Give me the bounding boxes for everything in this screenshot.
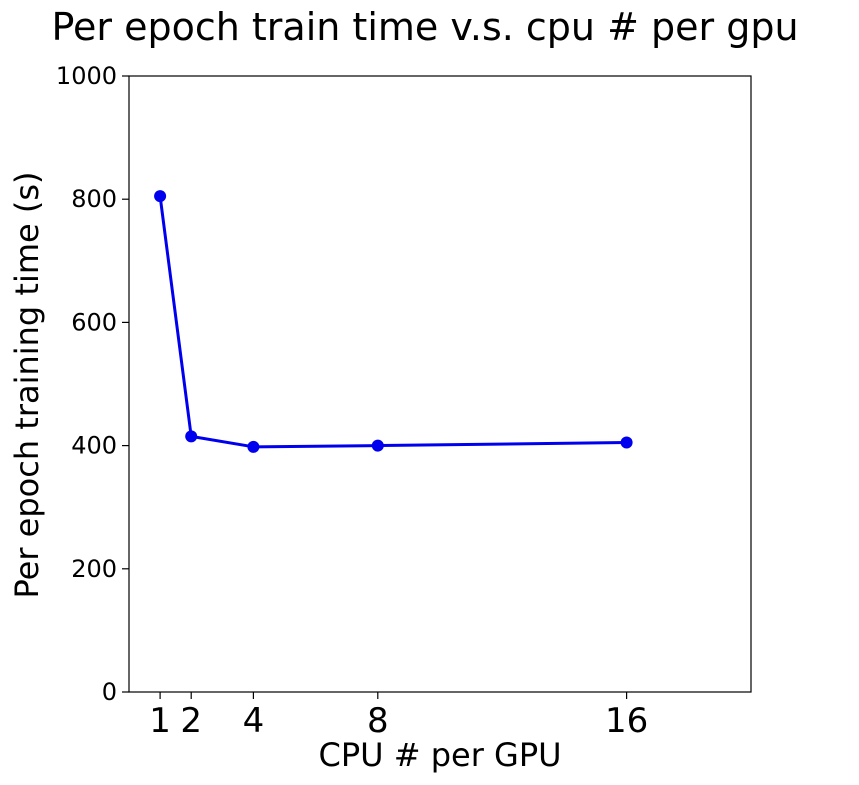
chart-title: Per epoch train time v.s. cpu # per gpu [51,5,798,49]
plot-frame [128,75,752,693]
x-tick-label: 16 [605,701,648,741]
data-point [620,436,633,449]
x-axis-label: CPU # per GPU [318,736,561,774]
y-tick-label: 400 [71,432,117,460]
data-point [371,439,384,452]
x-tick-label: 8 [367,701,389,741]
data-point [247,440,260,453]
x-tick-label: 1 [149,701,171,741]
y-tick-label: 1000 [56,62,117,90]
x-tick-label: 4 [243,701,265,741]
y-axis-label: Per epoch training time (s) [8,171,46,598]
y-tick-label: 600 [71,308,117,336]
data-point [154,190,167,203]
series-line [158,195,627,449]
x-tick-label: 2 [180,701,202,741]
y-tick-label: 0 [102,678,117,706]
data-point [185,430,198,443]
y-tick-label: 200 [71,555,117,583]
y-tick-label: 800 [71,185,117,213]
plot-area: 0 200 400 600 800 1000 1 2 4 8 16 [56,62,752,741]
